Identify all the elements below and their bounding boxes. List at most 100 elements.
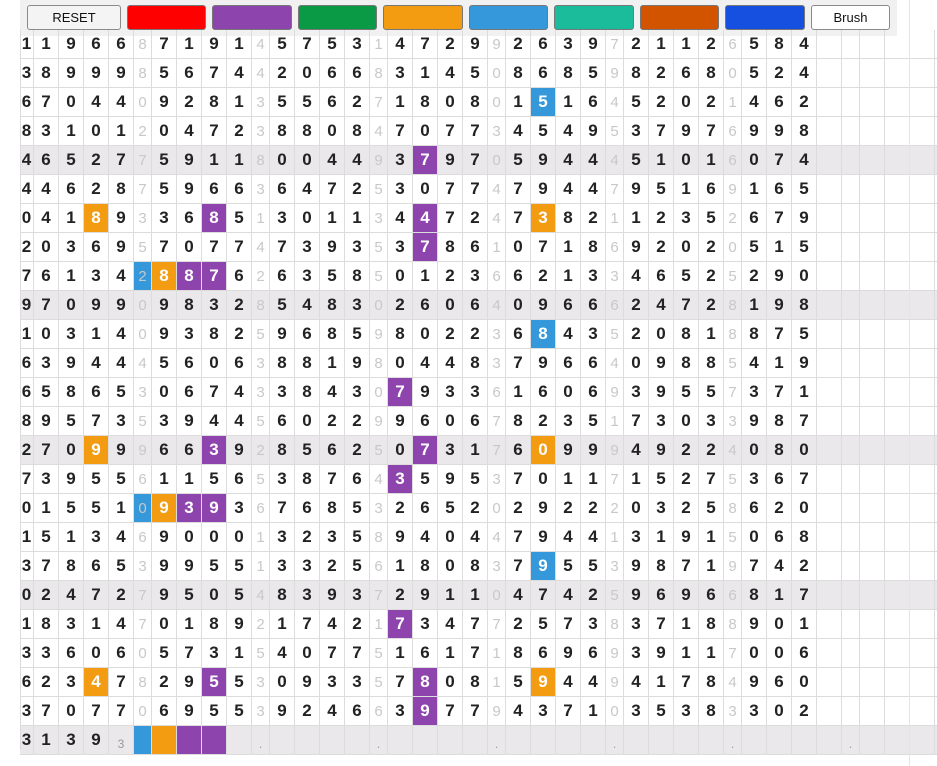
separator-digit[interactable]: 3 xyxy=(252,117,270,146)
separator-digit[interactable]: 5 xyxy=(134,233,152,262)
digit-cell[interactable]: 2 xyxy=(624,30,649,59)
digit-cell[interactable]: 6 xyxy=(177,378,202,407)
digit-cell[interactable]: 0 xyxy=(413,175,438,204)
digit-cell[interactable] xyxy=(885,581,910,610)
separator-digit[interactable]: 7 xyxy=(724,378,742,407)
separator-digit[interactable]: 3 xyxy=(134,204,152,233)
digit-cell[interactable]: 6 xyxy=(699,581,724,610)
digit-cell[interactable]: 1 xyxy=(506,378,531,407)
separator-digit[interactable]: 3 xyxy=(606,262,624,291)
separator-digit[interactable]: 7 xyxy=(606,175,624,204)
digit-cell[interactable]: 3 xyxy=(388,465,413,494)
digit-cell[interactable]: 8 xyxy=(463,88,488,117)
digit-cell[interactable]: 3 xyxy=(295,581,320,610)
digit-cell[interactable]: 4 xyxy=(556,523,581,552)
digit-cell[interactable]: 6 xyxy=(463,233,488,262)
digit-cell[interactable]: 0 xyxy=(674,146,699,175)
digit-cell[interactable] xyxy=(860,610,885,639)
digit-cell[interactable]: 1 xyxy=(581,697,606,726)
digit-cell[interactable]: 4 xyxy=(438,59,463,88)
digit-cell[interactable] xyxy=(935,349,937,378)
digit-cell[interactable]: 7 xyxy=(388,668,413,697)
digit-cell[interactable]: 3 xyxy=(649,407,674,436)
digit-cell[interactable]: 2 xyxy=(20,233,34,262)
separator-digit[interactable]: 3 xyxy=(252,175,270,204)
digit-cell[interactable]: 6 xyxy=(295,494,320,523)
digit-cell[interactable]: 8 xyxy=(413,88,438,117)
digit-cell[interactable]: 3 xyxy=(413,610,438,639)
separator-digit[interactable] xyxy=(842,59,860,88)
digit-cell[interactable]: 8 xyxy=(767,436,792,465)
digit-cell[interactable] xyxy=(935,610,937,639)
digit-cell[interactable]: 8 xyxy=(109,175,134,204)
digit-cell[interactable]: 1 xyxy=(270,610,295,639)
digit-cell[interactable]: 3 xyxy=(20,697,34,726)
digit-cell[interactable]: 9 xyxy=(624,175,649,204)
separator-digit[interactable]: 7 xyxy=(370,581,388,610)
digit-cell[interactable] xyxy=(885,349,910,378)
digit-cell[interactable]: 0 xyxy=(84,117,109,146)
digit-cell[interactable]: 8 xyxy=(531,320,556,349)
digit-cell[interactable]: 3 xyxy=(624,639,649,668)
empty-cell[interactable] xyxy=(767,726,792,755)
digit-cell[interactable]: 9 xyxy=(177,175,202,204)
painted-cell[interactable] xyxy=(134,726,152,755)
digit-cell[interactable] xyxy=(935,320,937,349)
digit-cell[interactable]: 1 xyxy=(792,610,817,639)
digit-cell[interactable]: 5 xyxy=(345,523,370,552)
digit-cell[interactable]: 5 xyxy=(152,146,177,175)
digit-cell[interactable]: 0 xyxy=(438,668,463,697)
digit-cell[interactable]: 3 xyxy=(699,407,724,436)
digit-cell[interactable] xyxy=(817,639,842,668)
empty-cell[interactable] xyxy=(320,726,345,755)
digit-cell[interactable]: 9 xyxy=(531,523,556,552)
digit-cell[interactable]: 7 xyxy=(34,88,59,117)
digit-cell[interactable]: 8 xyxy=(506,407,531,436)
digit-cell[interactable]: 9 xyxy=(438,146,463,175)
digit-cell[interactable]: 5 xyxy=(270,30,295,59)
digit-cell[interactable]: 9 xyxy=(152,88,177,117)
digit-cell[interactable]: 6 xyxy=(531,59,556,88)
digit-cell[interactable]: 5 xyxy=(531,610,556,639)
digit-cell[interactable]: 5 xyxy=(649,697,674,726)
separator-digit[interactable] xyxy=(842,233,860,262)
digit-cell[interactable] xyxy=(910,697,935,726)
separator-digit[interactable]: 6 xyxy=(370,552,388,581)
digit-cell[interactable]: 5 xyxy=(295,436,320,465)
digit-cell[interactable]: 4 xyxy=(177,117,202,146)
digit-cell[interactable]: 1 xyxy=(59,117,84,146)
digit-cell[interactable]: 3 xyxy=(270,465,295,494)
digit-cell[interactable]: 8 xyxy=(295,349,320,378)
digit-cell[interactable] xyxy=(910,233,935,262)
digit-cell[interactable]: 8 xyxy=(295,117,320,146)
digit-cell[interactable] xyxy=(860,320,885,349)
digit-cell[interactable] xyxy=(885,59,910,88)
digit-cell[interactable] xyxy=(817,581,842,610)
digit-cell[interactable]: 8 xyxy=(270,349,295,378)
digit-cell[interactable]: 7 xyxy=(767,320,792,349)
digit-cell[interactable]: 5 xyxy=(270,88,295,117)
digit-cell[interactable] xyxy=(860,204,885,233)
separator-digit[interactable]: 9 xyxy=(606,378,624,407)
empty-cell[interactable] xyxy=(581,726,606,755)
digit-cell[interactable]: 6 xyxy=(84,378,109,407)
digit-cell[interactable]: 2 xyxy=(320,552,345,581)
digit-cell[interactable]: 2 xyxy=(674,436,699,465)
digit-cell[interactable]: 4 xyxy=(581,523,606,552)
digit-cell[interactable]: 8 xyxy=(674,349,699,378)
digit-cell[interactable]: 5 xyxy=(649,175,674,204)
separator-digit[interactable] xyxy=(842,88,860,117)
separator-digit[interactable]: 5 xyxy=(606,117,624,146)
digit-cell[interactable]: 6 xyxy=(20,668,34,697)
digit-cell[interactable]: 2 xyxy=(649,88,674,117)
digit-cell[interactable]: 2 xyxy=(438,30,463,59)
digit-cell[interactable]: 3 xyxy=(531,204,556,233)
digit-cell[interactable]: 9 xyxy=(84,436,109,465)
digit-cell[interactable]: 5 xyxy=(506,668,531,697)
digit-cell[interactable]: 2 xyxy=(20,436,34,465)
digit-cell[interactable]: 4 xyxy=(109,262,134,291)
separator-digit[interactable]: 4 xyxy=(488,204,506,233)
digit-cell[interactable]: 1 xyxy=(109,117,134,146)
digit-cell[interactable]: 0 xyxy=(767,610,792,639)
digit-cell[interactable]: 6 xyxy=(767,668,792,697)
